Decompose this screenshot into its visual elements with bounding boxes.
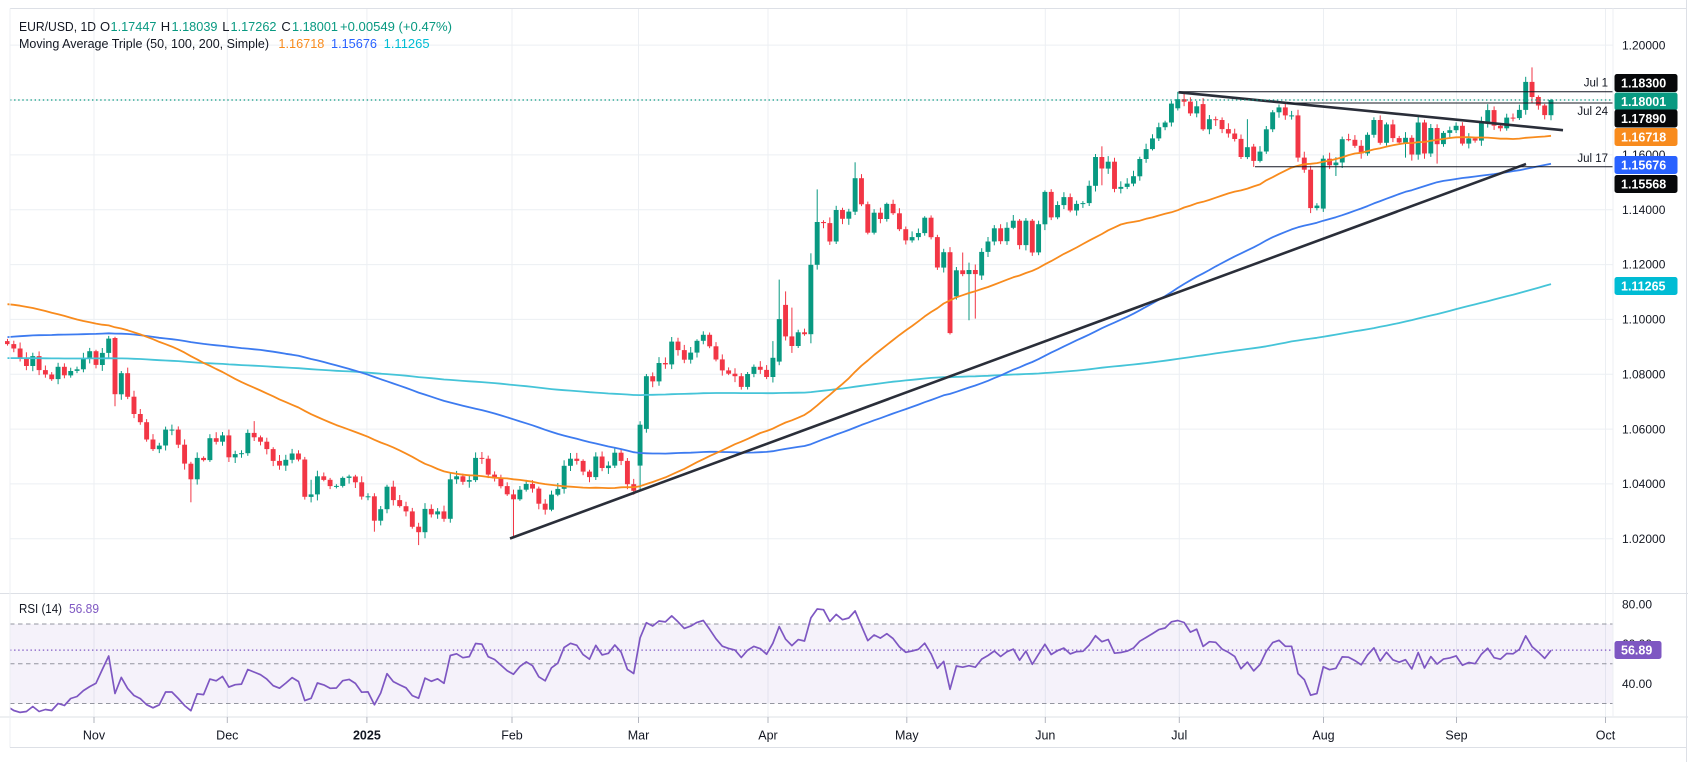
svg-text:1.14000: 1.14000 [1622, 203, 1666, 217]
svg-text:Nov: Nov [83, 729, 106, 743]
svg-text:1.16718: 1.16718 [278, 36, 324, 51]
svg-text:1.15568: 1.15568 [1621, 177, 1666, 191]
svg-text:1.18001: 1.18001 [292, 19, 338, 34]
svg-text:Oct: Oct [1596, 729, 1616, 743]
svg-text:H: H [161, 19, 170, 34]
svg-text:1.15676: 1.15676 [331, 36, 377, 51]
svg-text:1.10000: 1.10000 [1622, 313, 1666, 327]
svg-text:2025: 2025 [353, 729, 381, 743]
svg-text:Jul: Jul [1171, 729, 1187, 743]
svg-text:Sep: Sep [1445, 729, 1467, 743]
svg-text:1.16718: 1.16718 [1621, 130, 1666, 144]
svg-text:1.18001: 1.18001 [1621, 95, 1666, 109]
svg-text:O: O [100, 19, 110, 34]
svg-text:40.00: 40.00 [1622, 677, 1652, 691]
svg-text:1.17262: 1.17262 [231, 19, 277, 34]
svg-text:Jul 1: Jul 1 [1584, 78, 1608, 90]
svg-text:L: L [222, 19, 229, 34]
svg-text:1.08000: 1.08000 [1622, 367, 1666, 381]
svg-text:1.17890: 1.17890 [1621, 112, 1666, 126]
svg-text:1.11265: 1.11265 [384, 36, 430, 51]
svg-text:1.15676: 1.15676 [1621, 158, 1666, 172]
svg-text:1.11265: 1.11265 [1621, 279, 1666, 293]
svg-text:80.00: 80.00 [1622, 597, 1652, 611]
svg-text:1.20000: 1.20000 [1622, 38, 1666, 52]
svg-text:Jul 17: Jul 17 [1577, 153, 1608, 165]
svg-text:Jun: Jun [1035, 729, 1055, 743]
svg-text:Mar: Mar [628, 729, 650, 743]
svg-text:C: C [281, 19, 290, 34]
svg-text:1.18039: 1.18039 [172, 19, 218, 34]
svg-text:Apr: Apr [758, 729, 777, 743]
svg-text:1.12000: 1.12000 [1622, 258, 1666, 272]
svg-text:56.89: 56.89 [69, 602, 99, 616]
svg-text:RSI (14): RSI (14) [19, 602, 62, 616]
svg-text:1.18300: 1.18300 [1621, 76, 1666, 90]
svg-text:1.02000: 1.02000 [1622, 532, 1666, 546]
svg-text:56.89: 56.89 [1621, 643, 1652, 657]
svg-text:1.04000: 1.04000 [1622, 477, 1666, 491]
svg-text:Feb: Feb [501, 729, 523, 743]
svg-text:May: May [895, 729, 919, 743]
svg-text:1.17447: 1.17447 [111, 19, 157, 34]
svg-text:1.06000: 1.06000 [1622, 422, 1666, 436]
svg-text:Jul 24: Jul 24 [1577, 106, 1608, 118]
svg-text:EUR/USD, 1D: EUR/USD, 1D [19, 19, 96, 34]
svg-text:Moving Average Triple (50, 100: Moving Average Triple (50, 100, 200, Sim… [19, 36, 269, 51]
svg-text:+0.00549 (+0.47%): +0.00549 (+0.47%) [340, 19, 452, 34]
svg-text:Aug: Aug [1312, 729, 1334, 743]
svg-text:Dec: Dec [216, 729, 238, 743]
